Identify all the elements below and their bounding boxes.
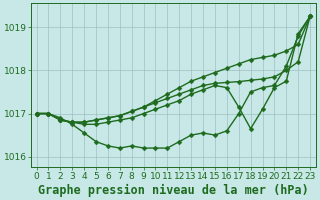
X-axis label: Graphe pression niveau de la mer (hPa): Graphe pression niveau de la mer (hPa) [38,183,309,197]
